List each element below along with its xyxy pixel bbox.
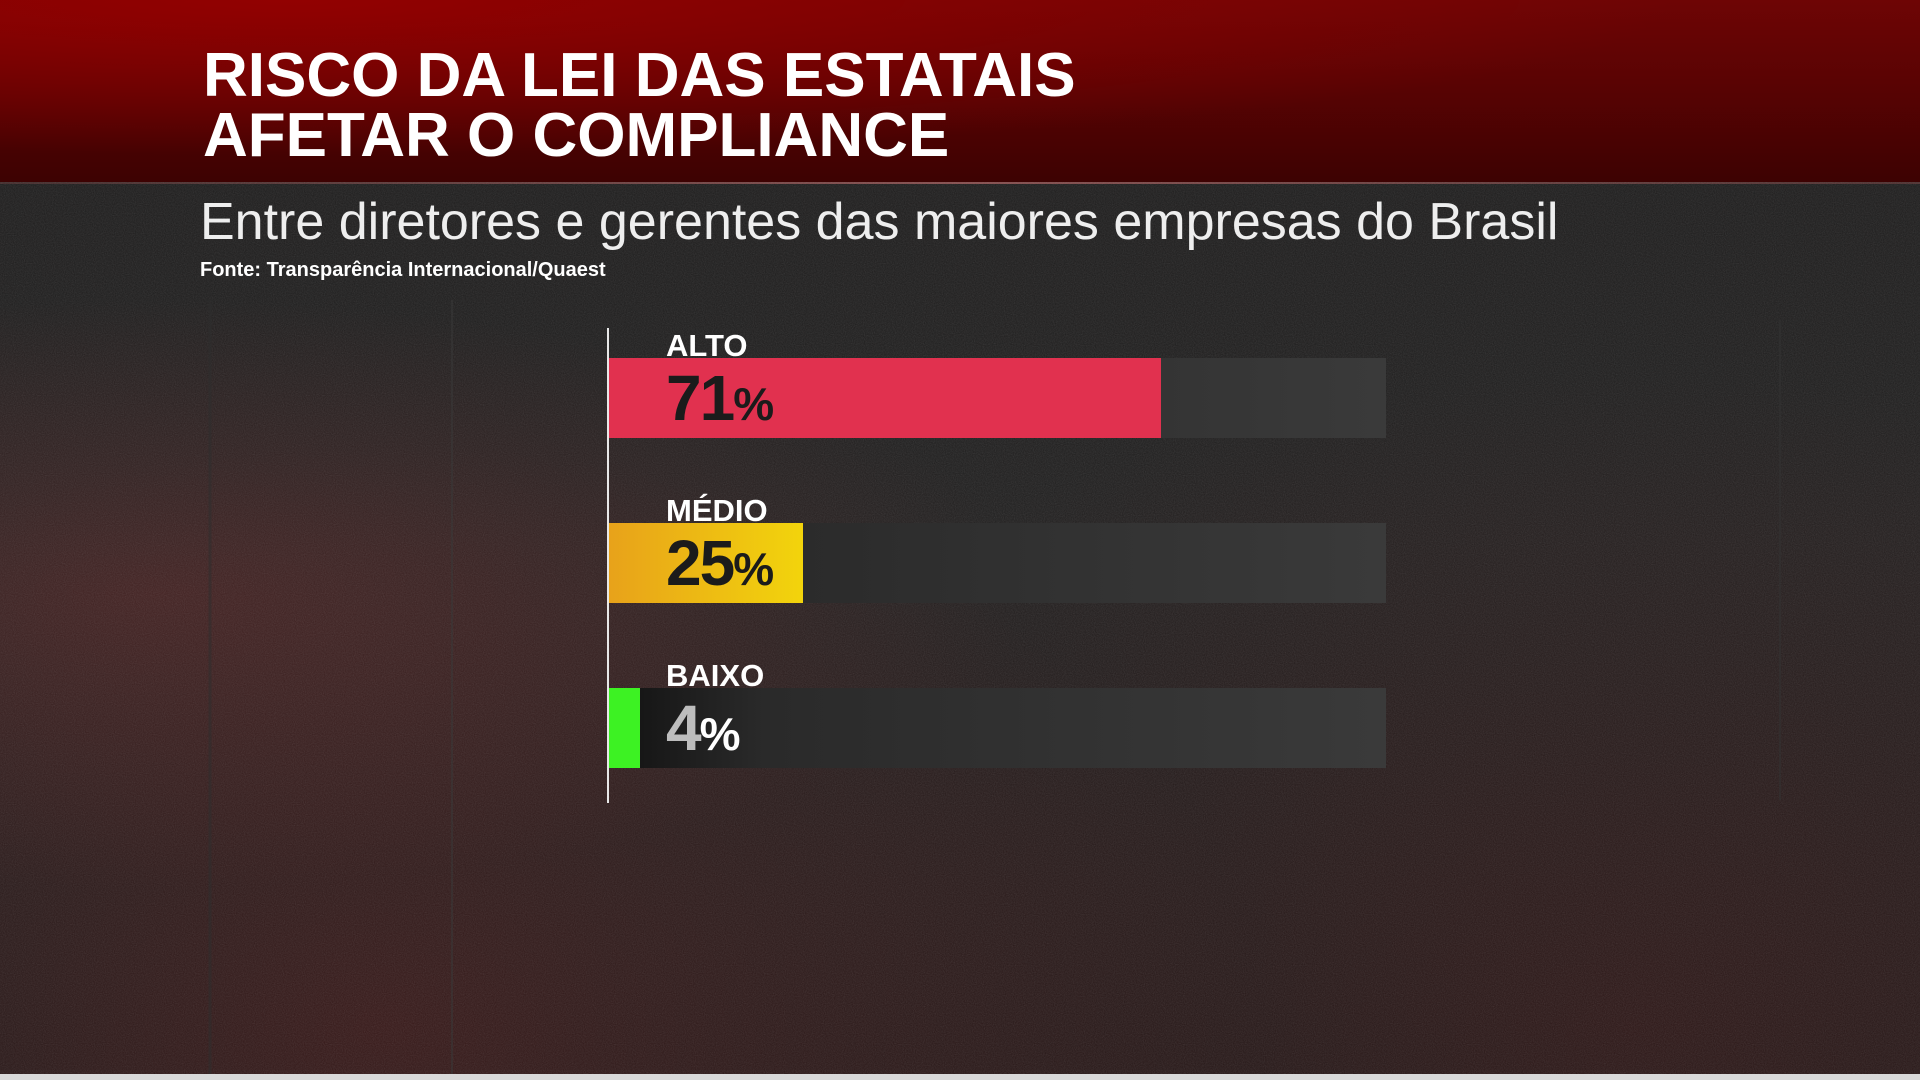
bar-medio bbox=[609, 523, 803, 603]
value-label-baixo: 4% bbox=[666, 688, 741, 768]
chart-title-line-1: RISCO DA LEI DAS ESTATAIS bbox=[203, 41, 1076, 110]
bar-baixo bbox=[609, 688, 640, 768]
chart-source: Fonte: Transparência Internacional/Quaes… bbox=[200, 259, 606, 281]
value-label-medio: 25% bbox=[666, 523, 774, 603]
y-axis-line bbox=[607, 328, 609, 803]
header-band bbox=[0, 0, 1920, 182]
bar-track-alto: 71% bbox=[609, 358, 1386, 438]
value-percent-baixo: % bbox=[699, 708, 741, 760]
header-divider bbox=[0, 182, 1920, 184]
category-label-medio: MÉDIO bbox=[666, 493, 768, 528]
value-label-alto: 71% bbox=[666, 358, 774, 438]
bar-row-medio: MÉDIO 25% bbox=[609, 493, 1386, 623]
bar-track-medio: 25% bbox=[609, 523, 1386, 603]
value-number-medio: 25 bbox=[666, 527, 735, 599]
bar-alto bbox=[609, 358, 1161, 438]
value-percent-medio: % bbox=[733, 543, 775, 595]
chart-title-line-2: AFETAR O COMPLIANCE bbox=[203, 101, 950, 170]
bottom-strip bbox=[0, 1074, 1920, 1080]
bar-row-baixo: BAIXO 4% bbox=[609, 658, 1386, 788]
value-number-alto: 71 bbox=[666, 362, 735, 434]
bar-row-alto: ALTO 71% bbox=[609, 328, 1386, 458]
category-label-baixo: BAIXO bbox=[666, 658, 765, 693]
bar-chart: ALTO 71% MÉDIO 25% BAIXO 4% bbox=[603, 328, 1393, 803]
bar-track-baixo: 4% bbox=[609, 688, 1386, 768]
chart-subtitle: Entre diretores e gerentes das maiores e… bbox=[200, 193, 1559, 251]
value-percent-alto: % bbox=[733, 378, 775, 430]
value-number-baixo: 4 bbox=[666, 692, 702, 764]
category-label-alto: ALTO bbox=[666, 328, 748, 363]
chart-title: RISCO DA LEI DAS ESTATAIS AFETAR O COMPL… bbox=[203, 41, 1076, 170]
